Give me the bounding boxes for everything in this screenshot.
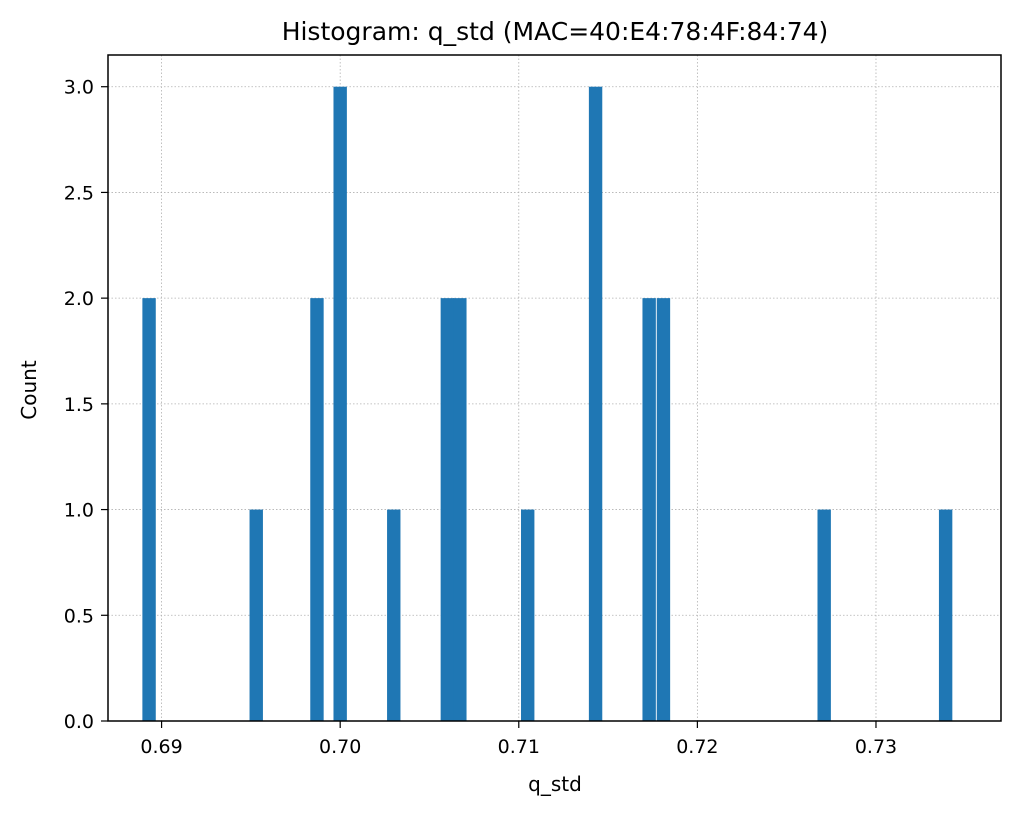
histogram-bar [656, 298, 671, 721]
y-tick-label: 2.0 [64, 288, 94, 310]
x-tick-label: 0.69 [140, 736, 182, 758]
y-tick-label: 2.5 [64, 182, 94, 204]
histogram-bar [938, 509, 953, 721]
plot-frame [107, 54, 1002, 722]
x-tick-label: 0.72 [676, 736, 718, 758]
histogram-bar [333, 86, 347, 721]
histogram-bar [249, 509, 263, 721]
histogram-bar [642, 298, 656, 721]
histogram-bars [142, 86, 953, 721]
y-tick-label: 3.0 [64, 77, 94, 99]
histogram-bar [817, 509, 831, 721]
x-tick-label: 0.71 [498, 736, 540, 758]
histogram-bar [453, 298, 467, 721]
histogram-bar [142, 298, 156, 721]
axis-ticks: 0.69 0.70 0.71 0.72 0.73 0.0 0.5 1.0 1.5 2.0 2.5 3.… [64, 77, 897, 758]
histogram-bar [521, 509, 535, 721]
histogram-bar [588, 86, 603, 721]
x-tick-label: 0.73 [855, 736, 897, 758]
y-tick-label: 0.0 [64, 711, 94, 733]
histogram-bar [387, 509, 401, 721]
y-tick-label: 1.5 [64, 394, 94, 416]
y-tick-label: 1.0 [64, 500, 94, 522]
x-axis-label: q_std [528, 772, 582, 796]
chart-title: Histogram: q_std (MAC=40:E4:78:4F:84:74) [282, 17, 829, 46]
x-tick-label: 0.70 [319, 736, 361, 758]
y-tick-label: 0.5 [64, 605, 94, 627]
histogram-bar [440, 298, 455, 721]
histogram-bar [310, 298, 324, 721]
y-axis-label: Count [17, 360, 41, 420]
